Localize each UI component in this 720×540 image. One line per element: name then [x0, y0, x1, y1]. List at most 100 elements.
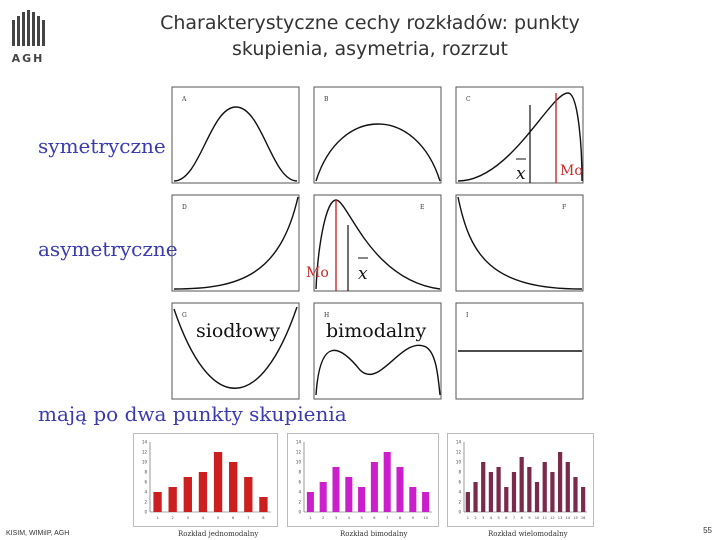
curve-d [173, 196, 299, 290]
y-tick-label: 4 [458, 490, 461, 495]
x-tick-label: 11 [542, 516, 547, 520]
bar [465, 492, 470, 512]
curve-c [457, 92, 583, 182]
bar [319, 482, 327, 512]
bar [229, 462, 238, 512]
bar [581, 487, 586, 512]
letter-b: B [324, 96, 329, 103]
bar [168, 487, 177, 512]
x-tick-label: 12 [550, 516, 555, 520]
x-tick-label: 16 [581, 516, 586, 520]
y-tick-label: 10 [142, 460, 148, 465]
letter-h: H [324, 312, 329, 319]
curve-g [173, 306, 298, 389]
bar [332, 467, 340, 512]
x-tick-label: 1 [156, 516, 158, 520]
panel-f [455, 194, 584, 292]
page-number: 55 [703, 526, 712, 535]
y-tick-label: 14 [296, 440, 302, 445]
x-tick-label: 6 [505, 516, 508, 520]
caption-bimodal: Rozkład bimodalny [340, 530, 408, 538]
y-tick-label: 6 [458, 480, 461, 485]
x-tick-label: 3 [187, 516, 189, 520]
x-tick-label: 13 [558, 516, 563, 520]
x-tick-label: 8 [399, 516, 402, 520]
bar [370, 462, 378, 512]
x-tick-label: 10 [423, 516, 428, 520]
bar [504, 487, 509, 512]
x-tick-label: 2 [322, 516, 324, 520]
bar [565, 462, 570, 512]
footer-institution: KISIM, WIMiIP, AGH [6, 530, 70, 537]
bar [488, 472, 494, 512]
title-line-2: skupienia, asymetria, rozrzut [232, 38, 508, 60]
x-tick-label: 9 [412, 516, 415, 520]
bar [527, 467, 532, 512]
distribution-grid: A B C D E F G H I Mo x Mo x siodłowy bim… [171, 86, 584, 400]
x-tick-label: 2 [172, 516, 174, 520]
panel-i [455, 302, 584, 400]
bar [383, 452, 391, 512]
x-tick-label: 3 [482, 516, 484, 520]
y-tick-label: 2 [298, 500, 301, 505]
curve-a [173, 106, 298, 182]
x-tick-label: 4 [490, 516, 493, 520]
letter-i: I [466, 312, 469, 319]
x-tick-label: 6 [232, 516, 235, 520]
y-tick-label: 2 [458, 500, 461, 505]
bar [259, 497, 268, 512]
xbar-label-c: x [516, 164, 526, 184]
y-tick-label: 6 [144, 480, 147, 485]
bar [198, 472, 208, 512]
bar [511, 472, 517, 512]
bar [396, 467, 404, 512]
xbar-label-e: x [358, 264, 368, 284]
y-tick-label: 0 [144, 510, 147, 515]
letter-g: G [182, 312, 187, 319]
letter-e: E [420, 204, 424, 211]
bar [409, 487, 417, 512]
x-tick-label: 5 [497, 516, 499, 520]
bar-chart-multimodal: 0 2 4 6 8 10 12 14 1 2 3 4 5 6 7 8 9 10 11 12 13 14 15 16 [447, 433, 594, 527]
panel-b [313, 86, 442, 184]
bar [496, 467, 501, 512]
bar [519, 457, 524, 512]
curve-b [315, 123, 441, 182]
bar [573, 477, 578, 512]
y-tick-label: 0 [458, 510, 461, 515]
bar [153, 492, 162, 512]
x-tick-label: 7 [513, 516, 515, 520]
y-tick-label: 12 [296, 450, 302, 455]
y-tick-label: 14 [142, 440, 148, 445]
x-tick-label: 14 [565, 516, 570, 520]
bar [542, 462, 547, 512]
x-tick-label: 2 [474, 516, 476, 520]
letter-a: A [181, 96, 187, 103]
bar [183, 477, 192, 512]
letter-f: F [562, 204, 566, 211]
label-two-peaks: mają po dwa punkty skupienia [38, 402, 347, 426]
letter-c: C [466, 96, 471, 103]
y-tick-label: 10 [296, 460, 302, 465]
panel-h [313, 302, 442, 400]
bar [481, 462, 486, 512]
label-asymmetric: asymetryczne [38, 237, 178, 261]
panel-g [171, 302, 300, 400]
letter-d: D [182, 204, 187, 211]
x-tick-label: 4 [348, 516, 351, 520]
mo-label-c: Mo [560, 163, 583, 179]
x-tick-label: 5 [217, 516, 219, 520]
x-tick-label: 1 [467, 516, 469, 520]
y-tick-label: 2 [144, 500, 147, 505]
curve-f [457, 196, 583, 290]
bar [473, 482, 478, 512]
y-tick-label: 0 [298, 510, 301, 515]
title-line-1: Charakterystyczne cechy rozkładów: punkt… [160, 12, 580, 34]
bar [557, 452, 563, 512]
y-tick-label: 10 [456, 460, 462, 465]
y-tick-label: 14 [456, 440, 462, 445]
x-tick-label: 1 [309, 516, 311, 520]
y-tick-label: 8 [144, 470, 147, 475]
x-tick-label: 7 [386, 516, 388, 520]
